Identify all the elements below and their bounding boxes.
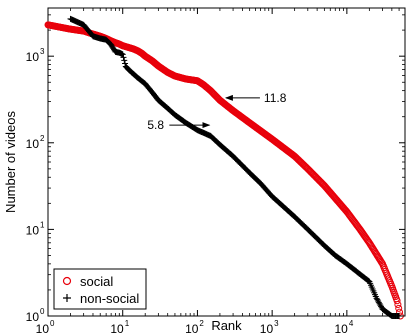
y-tick-exponent: 1 — [40, 220, 45, 229]
y-tick-base: 10 — [26, 137, 40, 151]
x-tick-exponent: 2 — [199, 319, 204, 328]
series-social — [44, 21, 404, 320]
x-axis-label: Rank — [211, 318, 242, 333]
y-tick-exponent: 0 — [40, 307, 45, 316]
series-non-social — [67, 15, 403, 319]
non-social-point — [375, 299, 382, 306]
y-axis-label: Number of videos — [3, 111, 18, 213]
non-social-point — [119, 51, 126, 58]
x-tick-exponent: 0 — [50, 319, 55, 328]
y-tick-base: 10 — [26, 50, 40, 64]
x-tick-exponent: 1 — [125, 319, 130, 328]
social-point — [394, 301, 402, 309]
legend: social non-social — [53, 268, 147, 310]
y-tick-label: 10 3 — [26, 47, 45, 64]
non-social-point — [373, 295, 380, 302]
x-tick-exponent: 4 — [349, 319, 354, 328]
y-tick-base: 10 — [26, 223, 40, 237]
y-tick-base: 10 — [26, 310, 40, 324]
x-tick-base: 10 — [260, 322, 274, 333]
social-point — [393, 297, 401, 305]
x-tick-label: 10 4 — [335, 319, 354, 333]
non-social-point — [374, 296, 381, 303]
y-tick-exponent: 3 — [40, 47, 45, 56]
non-social-point — [120, 54, 127, 61]
x-tick-base: 10 — [110, 322, 124, 333]
x-tick-base: 10 — [335, 322, 349, 333]
y-tick-label: 10 0 — [26, 307, 45, 324]
non-social-point — [122, 60, 129, 67]
legend-marker-non-social — [63, 294, 71, 302]
legend-label: social — [80, 274, 113, 289]
x-tick-base: 10 — [36, 322, 50, 333]
x-tick-label: 10 1 — [110, 319, 129, 333]
y-tick-exponent: 2 — [40, 134, 45, 143]
annotations: 11.8 5.8 — [147, 91, 286, 132]
x-tick-label: 10 2 — [185, 319, 204, 333]
x-tick-exponent: 3 — [274, 319, 279, 328]
legend-marker-social — [62, 276, 72, 286]
y-tick-label: 10 1 — [26, 220, 45, 237]
x-tick-base: 10 — [185, 322, 199, 333]
data-marks — [44, 15, 404, 320]
legend-label: non-social — [80, 291, 139, 306]
axis-ticks: 10 0 10 1 10 2 10 3 10 410 010 110 210 3 — [26, 8, 405, 333]
non-social-point — [375, 298, 382, 305]
x-tick-label: 10 0 — [36, 319, 55, 333]
annotation-label-social: 11.8 — [264, 91, 287, 105]
non-social-point — [377, 302, 384, 309]
non-social-point — [376, 300, 383, 307]
non-social-point — [378, 303, 385, 310]
y-tick-label: 10 2 — [26, 134, 45, 151]
social-point — [395, 304, 403, 312]
annotation-label-non-social: 5.8 — [147, 118, 164, 132]
non-social-point — [121, 57, 128, 64]
legend-box — [53, 268, 147, 310]
x-tick-label: 10 3 — [260, 319, 279, 333]
